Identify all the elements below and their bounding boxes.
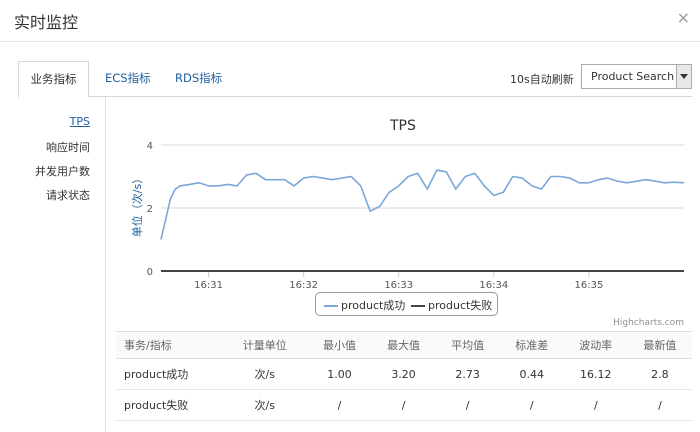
sidebar-item-response-time[interactable]: 响应时间 [46,141,90,154]
table-cell: / [371,389,436,421]
table-cell: 次/s [222,358,308,390]
sidebar-divider [105,97,106,432]
tab-rds-metrics[interactable]: RDS指标 [175,71,223,85]
col-header: 最大值 [371,331,436,359]
table-cell: 1.00 [307,358,372,390]
legend-swatch-success [324,305,338,307]
sidebar-item-tps[interactable]: TPS [69,115,90,128]
sidebar-item-concurrent-users[interactable]: 并发用户数 [35,165,90,178]
chart-x-ticks: 16:31 16:32 16:33 16:34 16:35 [194,271,603,291]
x-tick-label: 16:33 [384,280,413,291]
chart-title: TPS [390,118,416,134]
tab-bar: 业务指标 ECS指标 RDS指标 10s自动刷新 Product Search [18,61,692,98]
series-line-success [160,169,685,240]
table-row: product成功 次/s 1.00 3.20 2.73 0.44 16.12 … [116,358,692,390]
x-tick-label: 16:34 [479,280,508,291]
y-tick-label: 4 [147,141,153,152]
chart-series [160,169,685,272]
table-cell: product成功 [116,358,222,390]
table-cell: / [563,389,628,421]
col-header: 平均值 [435,331,500,359]
stats-table: 事务/指标 计量单位 最小值 最大值 平均值 标准差 波动率 最新值 produ… [116,331,692,421]
y-tick-label: 2 [147,204,153,215]
x-tick-label: 16:32 [289,280,318,291]
x-tick-label: 16:35 [574,280,603,291]
table-cell: 2.73 [435,358,500,390]
close-icon[interactable]: × [676,8,690,27]
col-header: 最新值 [627,331,692,359]
table-row: product失败 次/s / / / / / / [116,389,692,421]
col-header: 标准差 [499,331,564,359]
table-cell: / [627,389,692,421]
tab-business-metrics[interactable]: 业务指标 [18,61,89,98]
legend-label-failure: product失败 [428,299,493,312]
table-cell: 3.20 [371,358,436,390]
col-header: 最小值 [307,331,372,359]
table-cell: / [499,389,564,421]
table-cell: 次/s [222,389,308,421]
col-header: 计量单位 [222,331,308,359]
chart-gridlines [161,144,684,272]
chart-y-axis-label: 单位（次/s） [130,173,144,237]
sidebar-item-request-status[interactable]: 请求状态 [46,189,90,202]
table-cell: / [307,389,372,421]
y-tick-label: 0 [147,267,153,278]
table-cell: product失败 [116,389,222,421]
x-tick-label: 16:31 [194,280,223,291]
table-cell: / [435,389,500,421]
table-header-row: 事务/指标 计量单位 最小值 最大值 平均值 标准差 波动率 最新值 [116,331,692,359]
col-header: 事务/指标 [116,331,222,359]
chevron-down-icon[interactable] [676,65,691,88]
window-titlebar: 实时监控 × [0,0,700,42]
product-select[interactable]: Product Search [581,64,692,89]
table-cell: 16.12 [563,358,628,390]
auto-refresh-label: 10s自动刷新 [510,73,574,86]
chart-legend: product成功 product失败 [315,292,498,316]
legend-swatch-failure [411,305,425,307]
table-cell: 2.8 [627,358,692,390]
window-title: 实时监控 [14,13,79,32]
legend-item-success[interactable]: product成功 [324,297,405,313]
col-header: 波动率 [563,331,628,359]
chart-y-ticks: 0 2 4 [147,141,153,278]
tab-ecs-metrics[interactable]: ECS指标 [105,71,151,85]
table-cell: 0.44 [499,358,564,390]
legend-item-failure[interactable]: product失败 [411,297,492,313]
chart-credits[interactable]: Highcharts.com [613,318,684,328]
tps-chart: 0 2 4 16:31 16:32 16:33 16:34 16:35 单位（次/s） [130,141,685,291]
product-select-value: Product Search [591,70,675,83]
legend-label-success: product成功 [341,299,406,312]
